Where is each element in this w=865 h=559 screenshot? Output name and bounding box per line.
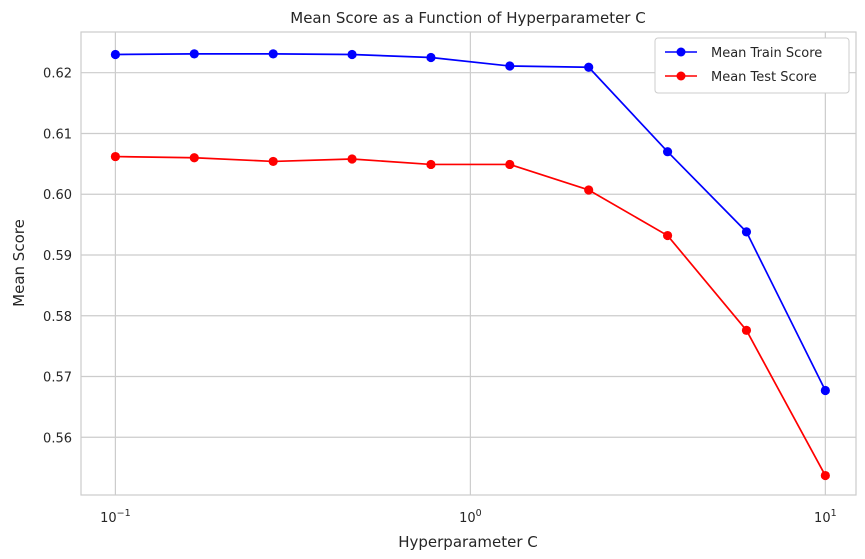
- y-tick-label: 0.62: [43, 67, 72, 82]
- plot-frame: [80, 31, 857, 496]
- data-point-test: [110, 151, 121, 162]
- data-point-train: [584, 62, 594, 72]
- y-tick-label: 0.59: [43, 249, 72, 264]
- x-ticks: 10−1 100 101: [100, 508, 837, 526]
- data-point-train: [662, 147, 673, 157]
- x-tick-exponent: 0: [476, 508, 482, 519]
- data-point-test: [426, 159, 436, 170]
- data-point-test: [505, 159, 515, 170]
- x-tick-base: 10: [459, 511, 476, 526]
- y-tick-label: 0.58: [43, 310, 72, 325]
- data-point-train: [189, 49, 199, 59]
- x-tick-label: 101: [814, 508, 837, 526]
- y-axis-label: Mean Score: [10, 219, 28, 307]
- data-point-train: [741, 227, 752, 237]
- y-tick-label: 0.56: [43, 431, 72, 446]
- legend-box: [654, 37, 850, 94]
- x-tick-label: 10−1: [100, 508, 131, 526]
- x-tick-base: 10: [100, 511, 117, 526]
- x-tick-exponent: −1: [117, 508, 131, 519]
- series-line-test: [115, 155, 827, 476]
- legend-label-test: Mean Test Score: [711, 70, 817, 85]
- data-point-test: [741, 325, 752, 335]
- data-point-train: [110, 49, 121, 60]
- x-axis-label: Hyperparameter C: [398, 533, 538, 551]
- data-point-test: [347, 154, 357, 164]
- series-layer: [110, 49, 830, 481]
- y-tick-label: 0.57: [43, 371, 72, 386]
- y-tick-label: 0.60: [43, 188, 72, 203]
- data-point-test: [662, 230, 673, 241]
- legend-marker-test: [676, 71, 686, 81]
- y-tick-label: 0.61: [43, 127, 72, 142]
- data-point-test: [584, 185, 594, 195]
- x-tick-base: 10: [814, 511, 831, 526]
- data-point-train: [347, 49, 357, 60]
- chart-title: Mean Score as a Function of Hyperparamet…: [290, 9, 645, 27]
- legend: Mean Train Score Mean Test Score: [654, 37, 850, 94]
- y-ticks: 0.56 0.57 0.58 0.59 0.60 0.61 0.62: [43, 67, 72, 447]
- data-point-test: [820, 470, 830, 481]
- x-tick-exponent: 1: [831, 508, 837, 519]
- data-point-train: [505, 61, 515, 71]
- data-point-train: [426, 52, 436, 63]
- legend-marker-train: [676, 47, 686, 57]
- data-point-test: [189, 153, 199, 163]
- series-line-train: [115, 53, 827, 391]
- legend-label-train: Mean Train Score: [711, 46, 822, 61]
- data-point-train: [820, 385, 830, 396]
- data-point-test: [268, 156, 278, 167]
- x-tick-label: 100: [459, 508, 482, 526]
- data-point-train: [268, 49, 278, 59]
